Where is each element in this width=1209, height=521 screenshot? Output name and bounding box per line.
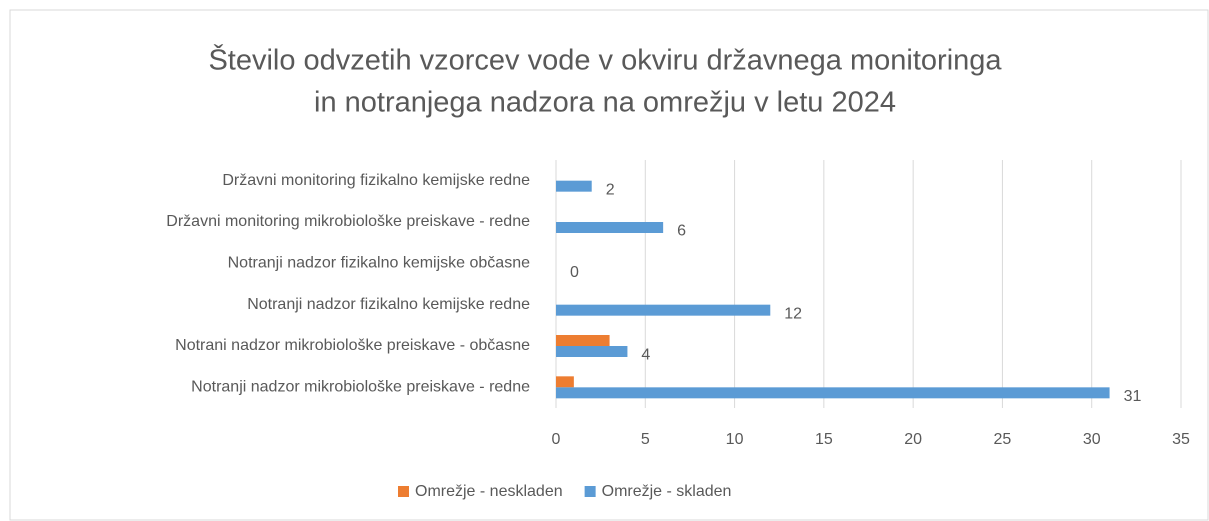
- x-tick-label: 20: [904, 431, 922, 448]
- x-tick-label: 10: [726, 431, 744, 448]
- data-label: 0: [570, 264, 579, 281]
- data-label: 6: [677, 223, 686, 240]
- x-tick-label: 5: [641, 431, 650, 448]
- x-tick-label: 30: [1083, 431, 1101, 448]
- chart-title: in notranjega nadzora na omrežju v letu …: [314, 87, 896, 119]
- chart-frame: [9, 9, 1209, 521]
- y-tick-label: Notranji nadzor fizikalno kemijske občas…: [228, 255, 530, 272]
- legend-label: Omrežje - skladen: [602, 483, 732, 500]
- y-tick-label: Notranji nadzor fizikalno kemijske redne: [247, 296, 530, 313]
- bar: [556, 335, 610, 346]
- x-tick-label: 35: [1172, 431, 1190, 448]
- y-tick-label: Notrani nadzor mikrobiološke preiskave -…: [175, 337, 530, 354]
- legend-swatch: [398, 486, 409, 497]
- data-label: 2: [606, 181, 615, 198]
- x-tick-label: 25: [994, 431, 1012, 448]
- bar: [556, 304, 771, 316]
- x-tick-label: 15: [815, 431, 833, 448]
- bar: [556, 376, 574, 388]
- y-tick-label: Notranji nadzor mikrobiološke preiskave …: [191, 379, 530, 396]
- legend-label: Omrežje - neskladen: [415, 483, 563, 500]
- bar: [556, 180, 592, 192]
- data-label: 31: [1124, 388, 1142, 405]
- data-label: 4: [641, 347, 650, 364]
- y-tick-label: Državni monitoring mikrobiološke preiska…: [166, 213, 530, 230]
- chart-title: Število odvzetih vzorcev vode v okviru d…: [208, 43, 1002, 77]
- legend-swatch: [584, 486, 596, 497]
- bar: [556, 222, 664, 233]
- bar: [556, 387, 1110, 399]
- bar: [556, 346, 628, 357]
- y-tick-label: Državni monitoring fizikalno kemijske re…: [222, 172, 530, 189]
- data-label: 12: [784, 305, 802, 322]
- x-tick-label: 0: [552, 431, 561, 448]
